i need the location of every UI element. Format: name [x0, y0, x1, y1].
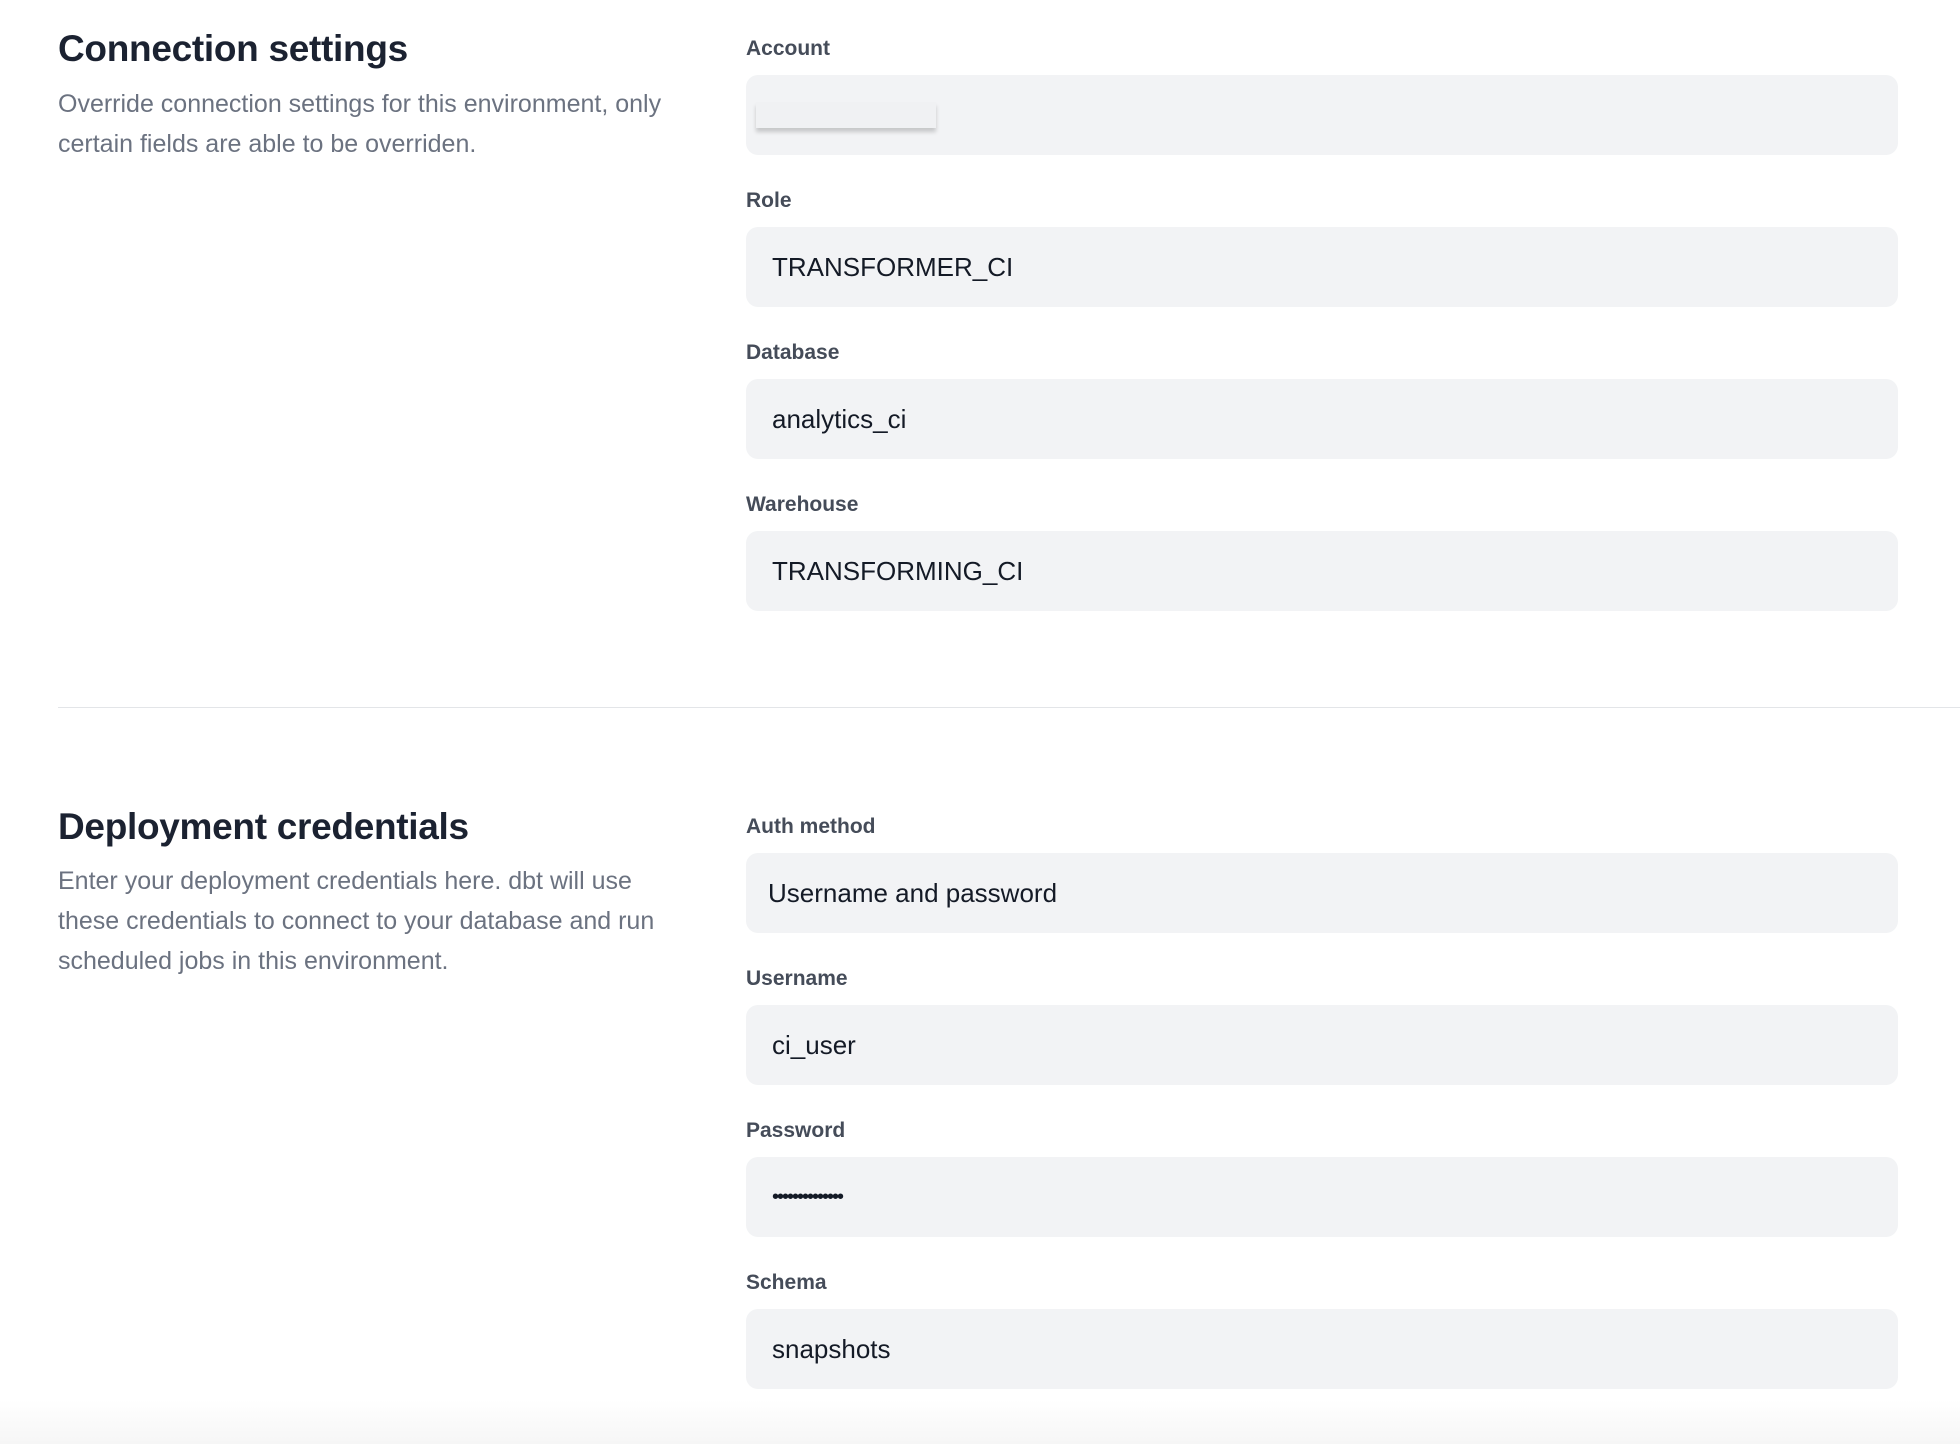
section-title: Deployment credentials	[58, 806, 469, 847]
field-label: Database	[746, 341, 840, 364]
redacted-value	[756, 102, 936, 128]
password-input[interactable]: ••••••••••••••	[746, 1157, 1898, 1237]
section-title: Connection settings	[58, 28, 408, 69]
auth-method-select[interactable]: Username and password	[746, 853, 1898, 933]
bottom-fade	[0, 1400, 1960, 1444]
schema-field: Schema snapshots	[746, 1271, 1898, 1389]
warehouse-field: Warehouse TRANSFORMING_CI	[746, 493, 1898, 611]
auth-method-field: Auth method Username and password	[746, 815, 1898, 933]
connection-settings-section: Connection settings Override connection …	[0, 0, 1960, 700]
account-field: Account	[746, 37, 1898, 155]
database-input[interactable]: analytics_ci	[746, 379, 1898, 459]
username-field: Username ci_user	[746, 967, 1898, 1085]
field-label: Auth method	[746, 815, 876, 838]
section-divider	[58, 707, 1960, 708]
field-label: Warehouse	[746, 493, 859, 516]
field-label: Role	[746, 189, 792, 212]
field-label: Account	[746, 37, 830, 60]
field-label: Password	[746, 1119, 846, 1142]
schema-input[interactable]: snapshots	[746, 1309, 1898, 1389]
field-label: Username	[746, 967, 848, 990]
section-description: Enter your deployment credentials here. …	[58, 867, 655, 975]
database-field: Database analytics_ci	[746, 341, 1898, 459]
role-field: Role TRANSFORMER_CI	[746, 189, 1898, 307]
warehouse-input[interactable]: TRANSFORMING_CI	[746, 531, 1898, 611]
username-input[interactable]: ci_user	[746, 1005, 1898, 1085]
field-label: Schema	[746, 1271, 827, 1294]
account-input[interactable]	[746, 75, 1898, 155]
section-description: Override connection settings for this en…	[58, 90, 662, 158]
password-field: Password ••••••••••••••	[746, 1119, 1898, 1237]
role-input[interactable]: TRANSFORMER_CI	[746, 227, 1898, 307]
